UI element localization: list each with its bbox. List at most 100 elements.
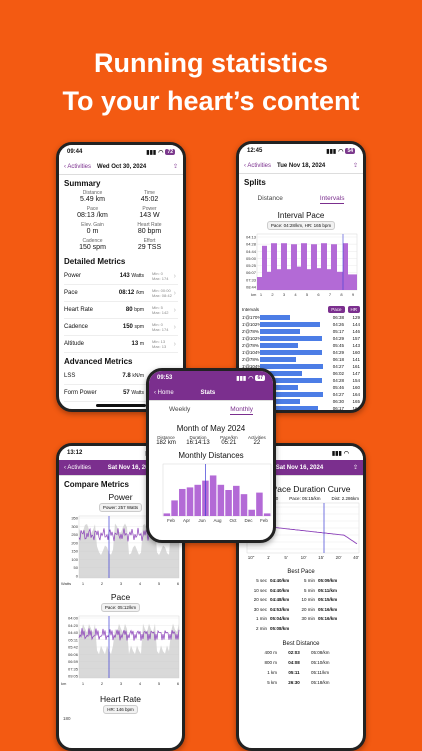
- back-button[interactable]: ‹ Activities: [244, 162, 272, 169]
- advanced-metric-row[interactable]: LSS 7.8 kN/m: [64, 368, 178, 385]
- x-tick-label: Oct: [229, 518, 237, 523]
- compare-title: Compare Metrics: [64, 480, 129, 489]
- metric-max: Max: 13: [152, 344, 167, 349]
- month-stat: Duration 16:14:13: [186, 435, 209, 446]
- metric-unit: /km: [135, 290, 144, 296]
- monthly-distances-title: Monthly Distances: [178, 451, 244, 460]
- interval-hr: 160: [352, 385, 360, 390]
- interval-hr: 147: [352, 371, 360, 376]
- x-tick-label: 5': [284, 555, 288, 560]
- hr-tick: 180: [63, 716, 71, 721]
- metric-value: 80 bpm: [125, 307, 144, 313]
- interval-pace-bar: [260, 343, 298, 348]
- best-pace-duration: 20 min: [301, 606, 315, 612]
- best-pace-value: 05:09/km: [318, 578, 338, 583]
- interval-row[interactable]: 2'@78% 06:18 141: [239, 356, 363, 363]
- interval-row[interactable]: 1'@102% 04:29 157: [239, 335, 363, 342]
- best-pace-value: 04:40/km: [270, 578, 290, 583]
- clock: 12:45: [247, 148, 263, 154]
- metric-unit: kN/m: [132, 373, 144, 379]
- pace-toggle[interactable]: Pace: [328, 306, 345, 313]
- stat-label: Activities: [247, 435, 266, 440]
- best-distance-pace: 05:11/km: [311, 670, 330, 675]
- best-pace-row: 2 min 05:08/km: [239, 626, 363, 636]
- chevron-right-icon: ›: [173, 272, 176, 280]
- tab-monthly[interactable]: Monthly: [230, 406, 253, 415]
- interval-bar-cell: [260, 343, 322, 348]
- best-pace-value: 05:11/km: [318, 587, 338, 593]
- interval-bar-cell: [260, 364, 323, 369]
- hr-toggle[interactable]: HR: [347, 306, 360, 313]
- best-pace-duration: 1 min: [255, 616, 267, 621]
- metric-value: 5.49 km: [80, 196, 105, 203]
- detailed-metric-row[interactable]: Cadence 150 spm Min: 0 Max: 174 ›: [64, 319, 178, 336]
- interval-pace-bar: [260, 392, 323, 397]
- interval-pace-bar: [260, 315, 290, 320]
- detailed-metric-row[interactable]: Pace 08:12 /km Min: 00:00 Max: 08:42 ›: [64, 285, 178, 302]
- x-tick-label: 6: [317, 292, 320, 297]
- interval-hr: 165: [352, 399, 360, 404]
- tab-intervals[interactable]: Intervals: [319, 195, 345, 204]
- best-distance-time: 02:03: [288, 650, 300, 655]
- interval-name: 2'@78%: [242, 357, 259, 362]
- best-distance-label: 1 km: [267, 670, 277, 675]
- interval-bar: [311, 244, 317, 290]
- summary-metric: Pace 08:13 /km: [64, 206, 121, 219]
- y-tick-label: 0: [76, 574, 79, 579]
- metric-name: Power: [64, 273, 82, 279]
- interval-bar-cell: [260, 385, 322, 390]
- y-tick-label: 07:35: [68, 666, 79, 671]
- advanced-metric-row[interactable]: Form Power 57 Watts: [64, 385, 178, 402]
- tab-distance[interactable]: Distance: [257, 195, 283, 202]
- y-tick-label: 04:28: [246, 242, 257, 247]
- y-tick-label: 05:42: [68, 645, 79, 650]
- interval-row[interactable]: 2'@78% 05:17 146: [239, 328, 363, 335]
- y-tick-label: 04:40: [68, 630, 79, 635]
- interval-bar-cell: [260, 350, 322, 355]
- metric-value: 0 m: [86, 228, 99, 235]
- best-pace-value: 04:40/km: [270, 587, 290, 593]
- best-pace-duration: 30 min: [301, 616, 315, 621]
- interval-row[interactable]: 1'@104% 04:29 160: [239, 349, 363, 356]
- pace-pill: Pace: 05:12/km: [100, 603, 141, 612]
- tab-weekly[interactable]: Weekly: [169, 406, 191, 413]
- best-distance-label: 800 m: [264, 660, 277, 665]
- interval-row[interactable]: 1'@102% 04:26 144: [239, 321, 363, 328]
- x-tick-label: 4: [139, 581, 142, 586]
- detailed-metric-row[interactable]: Heart Rate 80 bpm Min: 5 Max: 142 ›: [64, 302, 178, 319]
- phone-splits: 12:45 ▮▮▮ ◠ 54 ‹ Activities Tue Nov 18, 20…: [236, 141, 366, 413]
- interval-pace-title: Interval Pace: [277, 211, 325, 220]
- interval-row[interactable]: 1'@104% 04:27 161: [239, 363, 363, 370]
- best-pace-duration: [295, 626, 315, 636]
- metric-min: Min: 13: [152, 339, 166, 344]
- back-button[interactable]: ‹ Home: [154, 389, 174, 396]
- x-tick-label: 4: [139, 681, 142, 686]
- share-icon[interactable]: ⇪: [172, 164, 178, 170]
- metric-value: 57 Watts: [123, 390, 144, 396]
- pill-pace: Pace: 05:15/km: [289, 496, 321, 501]
- interval-row[interactable]: 2'@78% 05:45 143: [239, 342, 363, 349]
- best-pace-duration: 10 min: [301, 597, 315, 602]
- interval-bar: [301, 243, 307, 290]
- interval-bar: [262, 245, 267, 290]
- detailed-metric-row[interactable]: Altitude 13 m Min: 13 Max: 13 ›: [64, 336, 178, 353]
- best-pace-row: 1 min 05:04/km 30 min 05:16/km: [239, 616, 363, 626]
- y-tick-label: 150: [71, 549, 78, 554]
- metric-min: Min: 00:00: [152, 288, 171, 293]
- back-button[interactable]: ‹ Activities: [64, 464, 92, 471]
- chevron-right-icon: ›: [173, 323, 176, 331]
- share-icon[interactable]: ⇪: [352, 465, 358, 471]
- summary-title: Summary: [64, 179, 101, 188]
- stat-label: Distance: [157, 435, 175, 440]
- month-stat: Activities 22: [248, 435, 266, 446]
- best-pace-value: 05:15/km: [318, 597, 338, 602]
- interval-row[interactable]: 1'@170% 06:38 129: [239, 314, 363, 321]
- x-unit-label: Watts: [61, 581, 71, 586]
- best-pace-duration: 5 min: [303, 578, 315, 583]
- back-button[interactable]: ‹ Activities: [64, 163, 92, 170]
- share-icon[interactable]: ⇪: [352, 163, 358, 169]
- x-unit-label: km: [251, 292, 257, 297]
- x-tick-label: 8: [340, 292, 343, 297]
- interval-bar: [307, 269, 311, 290]
- detailed-metric-row[interactable]: Power 143 Watts Min: 0 Max: 174 ›: [64, 268, 178, 285]
